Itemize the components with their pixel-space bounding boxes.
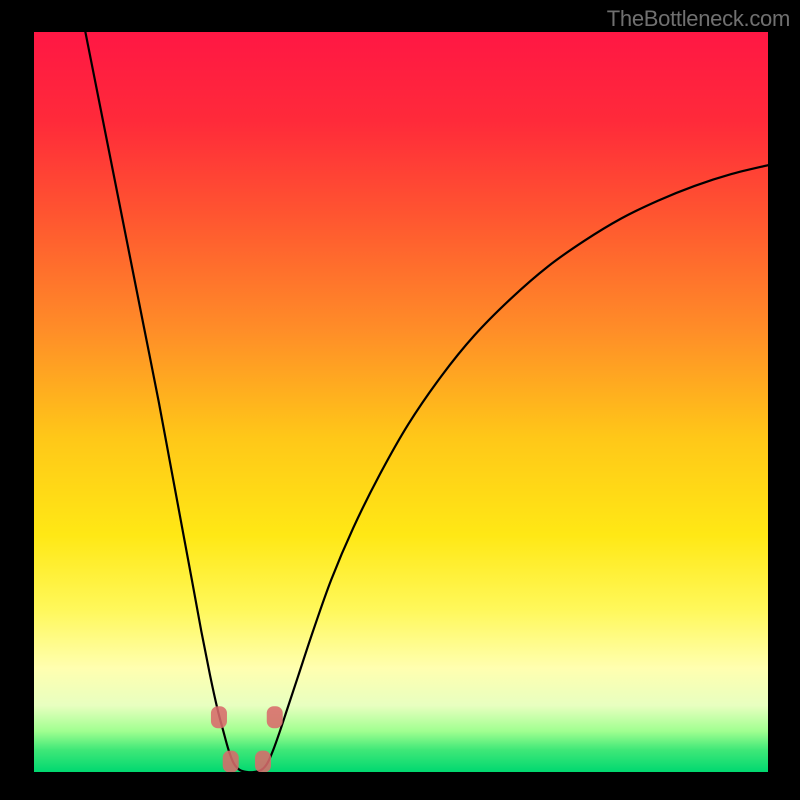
- watermark: TheBottleneck.com: [607, 6, 790, 32]
- curve-marker: [211, 706, 227, 728]
- chart-container: TheBottleneck.com: [0, 0, 800, 800]
- curve-marker: [223, 751, 239, 773]
- bottleneck-curve-chart: [0, 0, 800, 800]
- curve-marker: [255, 751, 271, 773]
- curve-marker: [267, 706, 283, 728]
- plot-gradient-background: [34, 32, 768, 772]
